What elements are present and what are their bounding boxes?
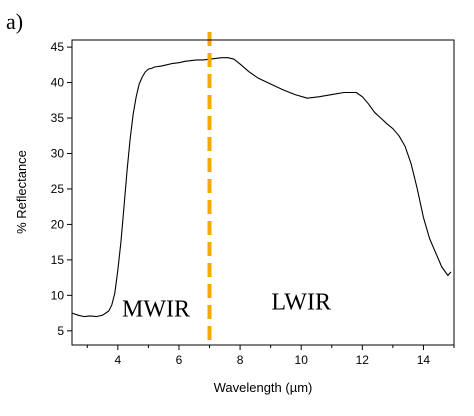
plot-layer: MWIR LWIR — [71, 32, 452, 345]
y-tick-label: 45 — [51, 40, 65, 54]
region-label-mwir: MWIR — [122, 297, 190, 323]
x-tick-label: 10 — [295, 353, 309, 367]
y-tick-label: 40 — [51, 76, 65, 90]
plot-frame — [71, 39, 455, 346]
x-axis-title: Wavelength (µm) — [214, 380, 313, 395]
y-tick-label: 10 — [51, 288, 65, 302]
y-tick-label: 30 — [51, 146, 65, 160]
y-tick-label: 20 — [51, 217, 65, 231]
panel-label: a) — [6, 9, 23, 34]
x-tick-label: 12 — [356, 353, 370, 367]
x-axis-ticks: 4 6 8 10 12 14 — [86, 345, 455, 367]
y-tick-label: 15 — [51, 253, 65, 267]
y-tick-label: 35 — [51, 111, 65, 125]
y-tick-label: 25 — [51, 182, 65, 196]
x-tick-label: 8 — [237, 353, 244, 367]
x-tick-label: 4 — [114, 353, 121, 367]
y-axis-ticks: 5 10 15 20 25 30 35 40 45 — [51, 40, 72, 338]
reflectance-series-line — [71, 57, 452, 318]
y-axis-title: % Reflectance — [14, 150, 29, 234]
x-tick-label: 14 — [417, 353, 431, 367]
region-label-lwir: LWIR — [271, 290, 331, 316]
x-tick-label: 6 — [176, 353, 183, 367]
y-tick-label: 5 — [57, 324, 64, 338]
